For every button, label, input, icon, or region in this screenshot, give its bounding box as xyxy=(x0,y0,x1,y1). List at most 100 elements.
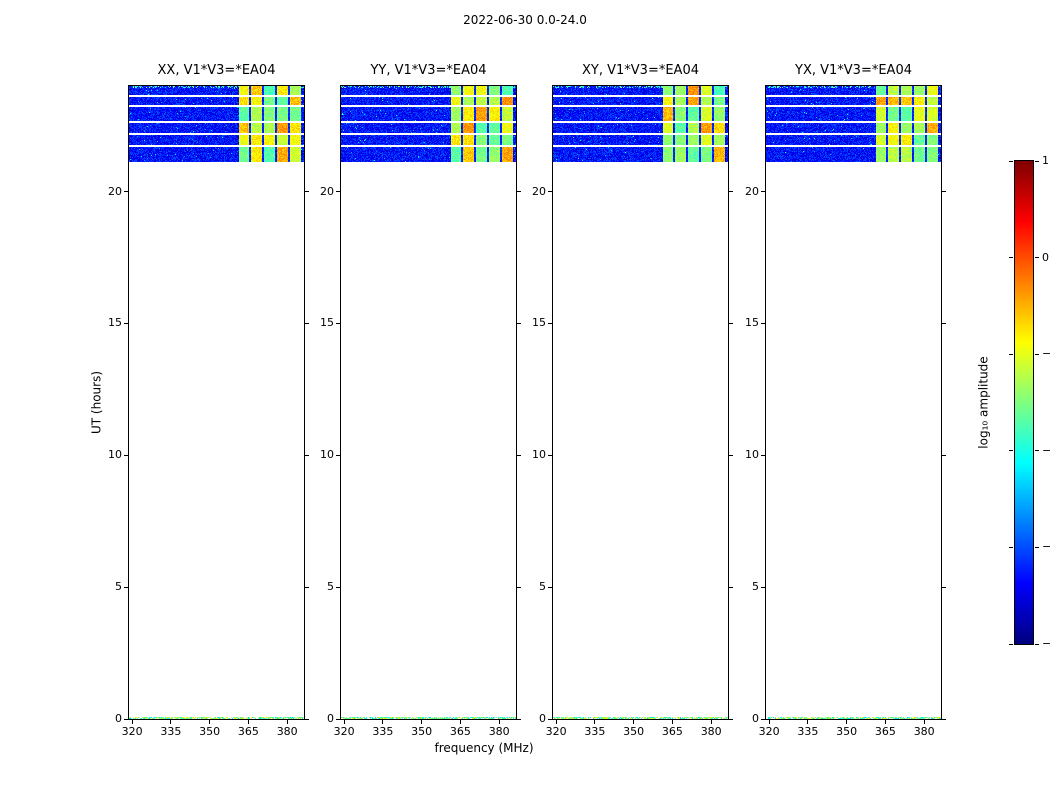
y-tick-label: 0 xyxy=(115,712,122,725)
x-tick-mark xyxy=(594,720,596,724)
x-tick-label: 365 xyxy=(661,725,683,738)
colorbar-tick-label: −1 xyxy=(1042,347,1050,361)
x-tick-mark xyxy=(498,720,500,724)
y-tick-mark xyxy=(336,586,340,588)
x-tick-mark xyxy=(131,720,133,724)
y-tick-label: 20 xyxy=(745,184,759,198)
colorbar-tick-mark xyxy=(1035,160,1039,162)
y-tick-mark xyxy=(517,718,521,720)
y-tick-mark xyxy=(305,586,309,588)
y-tick-mark xyxy=(942,191,946,192)
x-tick-mark xyxy=(807,720,809,724)
y-tick-mark xyxy=(305,322,309,324)
y-tick-label: 0 xyxy=(327,712,334,725)
y-tick-mark xyxy=(761,322,765,324)
y-tick-mark xyxy=(548,191,552,192)
y-tick-label: 15 xyxy=(108,316,122,330)
y-tick-label: 10 xyxy=(532,448,546,462)
x-tick-label: 335 xyxy=(372,725,394,738)
colorbar-tick-label: 1 xyxy=(1042,154,1049,167)
y-tick-mark xyxy=(124,322,128,324)
colorbar-tick-label: −2 xyxy=(1042,443,1050,457)
x-tick-label: 320 xyxy=(333,725,355,738)
x-tick-mark xyxy=(209,720,211,724)
x-tick-label: 320 xyxy=(758,725,780,738)
y-tick-mark xyxy=(517,322,521,324)
y-tick-mark xyxy=(336,191,340,192)
panel-yx-plot-area: 0 5 10 15 20 320 335 350 365 380 xyxy=(745,85,946,738)
y-tick-label: 10 xyxy=(108,448,122,462)
y-tick-mark xyxy=(305,454,309,456)
y-tick-mark xyxy=(942,718,946,720)
colorbar-tick-label: −4 xyxy=(1042,637,1050,650)
panel-xx-spectrogram-canvas xyxy=(129,86,304,719)
panel-xy-title: XY, V1*V3=*EA04 xyxy=(582,63,699,78)
y-tick-mark xyxy=(517,191,521,192)
y-tick-label: 15 xyxy=(532,316,546,330)
y-tick-mark xyxy=(124,718,128,720)
colorbar-tick-mark xyxy=(1035,546,1039,548)
x-tick-mark xyxy=(247,720,249,724)
colorbar-gradient xyxy=(1014,160,1034,645)
y-tick-mark xyxy=(305,191,309,192)
colorbar-tick-label: −3 xyxy=(1042,540,1050,554)
x-tick-label: 335 xyxy=(160,725,182,738)
colorbar-label: log₁₀ amplitude xyxy=(976,356,991,449)
x-tick-mark xyxy=(382,720,384,724)
x-tick-label: 380 xyxy=(700,725,722,738)
y-tick-mark xyxy=(124,454,128,456)
panel-xy-plot-area: 0 5 10 15 20 320 335 350 365 380 xyxy=(532,85,733,738)
x-tick-mark xyxy=(343,720,345,724)
y-tick-mark xyxy=(336,322,340,324)
x-tick-mark xyxy=(421,720,423,724)
panel-xx-title: XX, V1*V3=*EA04 xyxy=(157,63,276,78)
x-tick-label: 335 xyxy=(584,725,606,738)
x-tick-label: 350 xyxy=(623,725,645,738)
y-tick-mark xyxy=(761,586,765,588)
colorbar-tick-mark xyxy=(1009,643,1013,645)
y-tick-mark xyxy=(305,718,309,720)
y-tick-mark xyxy=(942,586,946,588)
colorbar-tick-label: 0 xyxy=(1042,250,1049,264)
panel-yy: YY, V1*V3=*EA04 0 5 10 15 20 320 335 350 365 380 xyxy=(320,63,521,738)
panel-xy: XY, V1*V3=*EA04 0 5 10 15 20 320 335 350 365 380 xyxy=(532,63,733,738)
panel-xx: XX, V1*V3=*EA04 0 5 10 15 20 320 335 350 365 380 xyxy=(108,63,309,738)
y-tick-label: 20 xyxy=(320,184,334,198)
y-tick-mark xyxy=(761,454,765,456)
colorbar-canvas xyxy=(1015,161,1033,644)
y-tick-mark xyxy=(124,191,128,192)
y-tick-mark xyxy=(517,454,521,456)
panel-yy-title: YY, V1*V3=*EA04 xyxy=(370,63,487,78)
y-tick-label: 0 xyxy=(539,712,546,725)
y-tick-mark xyxy=(942,454,946,456)
panel-xy-spectrogram-canvas xyxy=(553,86,728,719)
x-tick-mark xyxy=(170,720,172,724)
y-tick-label: 0 xyxy=(752,712,759,725)
x-tick-label: 365 xyxy=(237,725,259,738)
panel-yx: YX, V1*V3=*EA04 0 5 10 15 20 320 335 350 365 380 xyxy=(745,63,946,738)
y-tick-label: 20 xyxy=(532,184,546,198)
y-tick-mark xyxy=(124,586,128,588)
panel-yy-spectrogram-canvas xyxy=(341,86,516,719)
y-tick-mark xyxy=(548,322,552,324)
x-tick-mark xyxy=(846,720,848,724)
y-tick-mark xyxy=(548,454,552,456)
colorbar-tick-mark xyxy=(1035,257,1039,259)
colorbar-tick-mark xyxy=(1009,353,1013,355)
x-tick-mark xyxy=(884,720,886,724)
x-tick-label: 320 xyxy=(545,725,567,738)
figure-title: 2022-06-30 0.0-24.0 xyxy=(463,13,587,27)
x-tick-mark xyxy=(459,720,461,724)
x-tick-mark xyxy=(671,720,673,724)
y-tick-label: 10 xyxy=(320,448,334,462)
y-tick-label: 5 xyxy=(752,580,759,594)
y-tick-label: 15 xyxy=(745,316,759,330)
x-tick-mark xyxy=(710,720,712,724)
x-tick-label: 350 xyxy=(411,725,433,738)
x-tick-mark xyxy=(768,720,770,724)
panel-yx-title: YX, V1*V3=*EA04 xyxy=(795,63,912,78)
x-tick-label: 365 xyxy=(874,725,896,738)
y-tick-mark xyxy=(729,718,733,720)
x-tick-label: 380 xyxy=(488,725,510,738)
x-tick-label: 335 xyxy=(797,725,819,738)
